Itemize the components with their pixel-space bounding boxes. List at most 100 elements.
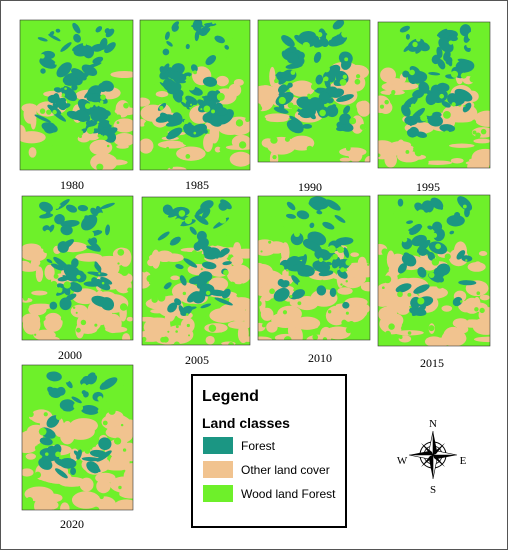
wood-speck <box>240 283 245 289</box>
forest-patch <box>86 461 100 474</box>
land-patch <box>258 291 269 297</box>
wood-speck <box>385 45 392 52</box>
land-patch <box>228 83 242 97</box>
land-patch <box>474 261 481 266</box>
wood-speck <box>410 103 416 108</box>
wood-speck <box>75 311 78 314</box>
wood-speck <box>414 148 423 157</box>
wood-speck <box>127 398 131 402</box>
wood-speck <box>165 149 172 156</box>
forest-patch <box>91 277 98 285</box>
land-patch <box>124 442 133 453</box>
forest-patch <box>454 88 473 102</box>
compass-east: E <box>460 455 467 467</box>
wood-speck <box>345 259 352 266</box>
forest-patch <box>443 50 451 62</box>
wood-speck <box>185 313 189 316</box>
wood-speck <box>58 81 65 88</box>
forest-patch <box>185 43 190 50</box>
forest-patch <box>46 415 60 428</box>
wood-speck <box>182 137 191 146</box>
wood-speck <box>260 250 263 253</box>
wood-speck <box>444 253 451 260</box>
map-tile: 1990 <box>257 19 371 194</box>
wood-speck <box>22 273 27 281</box>
wood-speck <box>117 248 125 256</box>
forest-patch <box>91 295 111 308</box>
land-patch <box>357 256 367 270</box>
land-patch <box>20 131 46 144</box>
forest-patch <box>55 468 68 479</box>
wood-speck <box>318 257 324 262</box>
compass: N S E W <box>397 418 467 496</box>
wood-speck <box>69 197 75 203</box>
wood-speck <box>88 102 94 108</box>
land-patch <box>258 239 278 256</box>
wood-speck <box>34 445 41 451</box>
wood-speck <box>122 448 127 452</box>
land-patch <box>378 95 391 114</box>
wood-speck <box>50 280 58 288</box>
wood-speck <box>310 83 318 90</box>
wood-speck <box>36 451 40 455</box>
wood-speck <box>100 94 106 101</box>
forest-patch <box>39 213 54 219</box>
wood-speck <box>383 275 392 284</box>
wood-speck <box>228 341 235 345</box>
forest-patch <box>454 212 461 219</box>
legend-title: Legend <box>202 388 259 405</box>
wood-speck <box>428 272 435 278</box>
wood-speck <box>472 130 477 135</box>
forest-patch <box>94 263 102 271</box>
wood-speck <box>435 243 441 250</box>
wood-speck <box>144 121 152 129</box>
forest-patch <box>83 391 89 398</box>
map-border <box>19 19 134 171</box>
forest-patch <box>98 437 112 451</box>
forest-patch <box>190 64 198 72</box>
wood-speck <box>116 121 120 125</box>
wood-speck <box>92 506 100 510</box>
land-patch <box>140 97 151 107</box>
land-patch <box>79 477 94 492</box>
land-patch <box>230 255 244 266</box>
wood-speck <box>190 103 193 106</box>
wood-speck <box>148 213 154 220</box>
land-patch <box>344 297 368 307</box>
wood-speck <box>478 90 484 95</box>
wood-speck <box>429 231 433 235</box>
wood-speck <box>72 306 76 309</box>
forest-patch <box>53 256 70 270</box>
wood-speck <box>212 21 215 25</box>
forest-patch <box>405 33 410 40</box>
wood-speck <box>200 268 203 271</box>
wood-speck <box>244 26 250 34</box>
wood-speck <box>197 137 203 143</box>
forest-patch <box>81 457 101 462</box>
forest-patch <box>200 303 212 309</box>
wood-speck <box>225 56 231 63</box>
land-patch <box>443 326 463 344</box>
forest-patch <box>73 36 79 41</box>
forest-patch <box>207 94 215 101</box>
forest-patch <box>90 207 99 216</box>
wood-speck <box>173 341 180 345</box>
wood-speck <box>78 134 82 139</box>
wood-speck <box>97 396 103 402</box>
land-patch <box>176 146 206 161</box>
land-patch <box>71 491 101 509</box>
forest-patch <box>425 92 438 106</box>
wood-speck <box>297 281 304 288</box>
land-patch <box>112 499 133 510</box>
forest-patch <box>413 284 430 294</box>
wood-speck <box>322 65 330 73</box>
wood-speck <box>278 96 286 105</box>
forest-patch <box>214 35 225 44</box>
forest-patch <box>200 200 214 211</box>
land-patch <box>21 103 38 113</box>
wood-speck <box>216 92 225 101</box>
wood-speck <box>258 42 260 45</box>
forest-patch <box>86 372 98 385</box>
forest-patch <box>280 280 290 288</box>
land-patch <box>22 243 42 254</box>
